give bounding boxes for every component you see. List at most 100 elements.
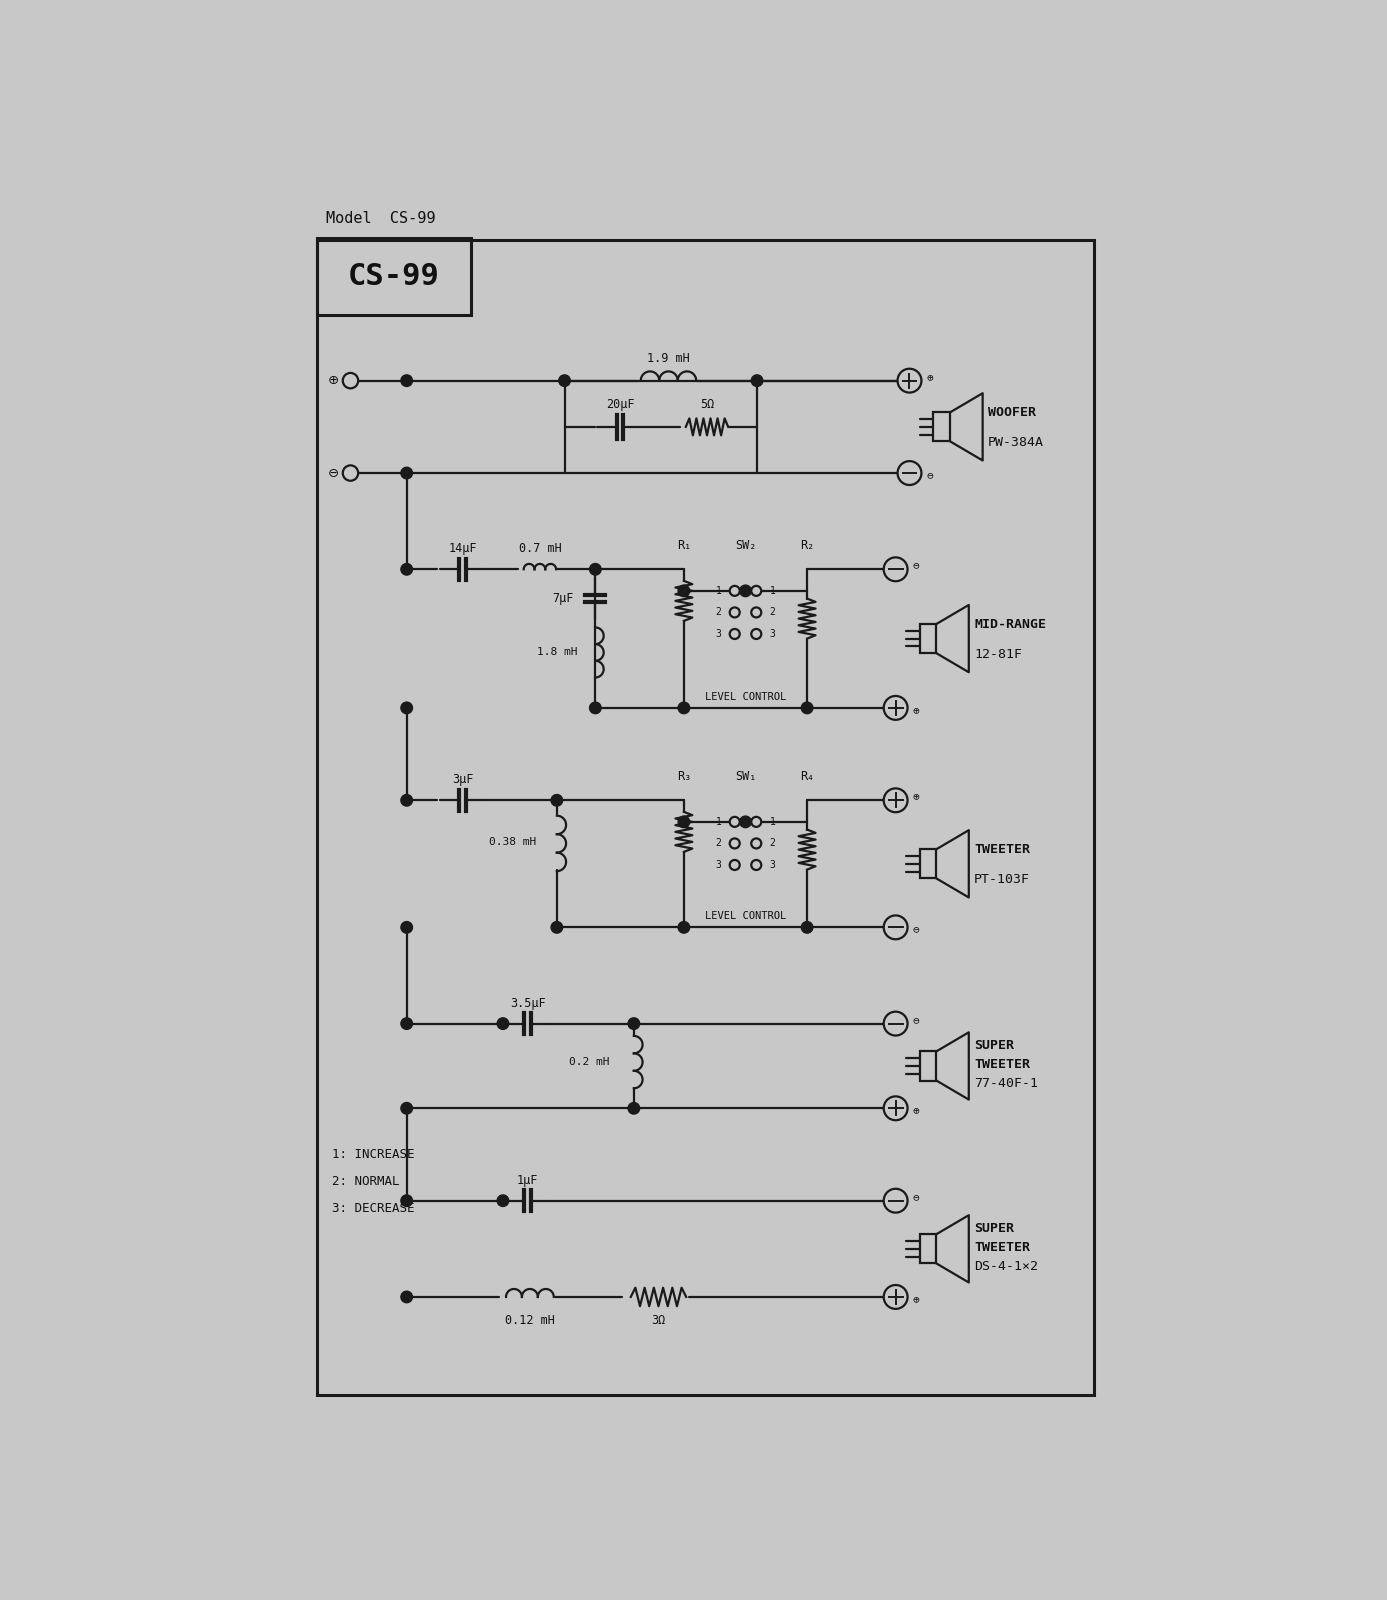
Circle shape [678,922,689,933]
Text: 1μF: 1μF [517,1174,538,1187]
Circle shape [401,922,412,933]
Circle shape [678,816,689,827]
Text: ⊕: ⊕ [927,371,933,382]
Bar [920,624,936,653]
Text: LEVEL CONTROL: LEVEL CONTROL [705,910,786,922]
Text: DS-4-1×2: DS-4-1×2 [974,1261,1039,1274]
Circle shape [401,374,412,387]
Text: CS-99: CS-99 [348,262,440,291]
Text: 77-40F-1: 77-40F-1 [974,1077,1039,1090]
Circle shape [752,629,761,638]
Circle shape [739,586,752,597]
Text: 0.12 mH: 0.12 mH [505,1314,555,1326]
Text: 1: 1 [716,586,721,595]
Text: ⊕: ⊕ [913,706,920,715]
Text: ⊖: ⊖ [913,1192,920,1202]
Circle shape [401,1102,412,1114]
Bar [920,850,936,878]
Text: 7μF: 7μF [552,592,574,605]
Text: 0.38 mH: 0.38 mH [488,837,535,846]
Bar [920,1234,936,1264]
Text: 1.8 mH: 1.8 mH [537,648,577,658]
Circle shape [589,702,601,714]
Circle shape [628,1018,639,1029]
Text: MID-RANGE: MID-RANGE [974,618,1046,632]
Text: 0.7 mH: 0.7 mH [519,542,562,555]
Circle shape [884,789,907,813]
Circle shape [497,1018,509,1029]
Circle shape [589,563,601,574]
Circle shape [884,915,907,939]
Bar [933,413,950,442]
Text: 3: 3 [716,859,721,870]
Text: 3: 3 [770,629,775,638]
Circle shape [401,1018,412,1029]
Circle shape [752,838,761,848]
Circle shape [739,816,752,827]
Circle shape [401,795,412,806]
Text: 3Ω: 3Ω [652,1314,666,1326]
Text: Model  CS-99: Model CS-99 [326,211,436,227]
Text: ⊖: ⊖ [927,470,933,480]
Circle shape [551,922,563,933]
Circle shape [884,1011,907,1035]
Text: ⊕: ⊕ [327,374,338,387]
Circle shape [897,368,921,392]
Text: SW₁: SW₁ [735,770,756,784]
Circle shape [884,557,907,581]
Text: 2: NORMAL: 2: NORMAL [331,1174,399,1187]
Circle shape [343,373,358,389]
Bar [920,1051,936,1080]
Text: TWEETER: TWEETER [974,1058,1031,1070]
Circle shape [752,374,763,387]
Text: 1: 1 [770,818,775,827]
Text: 2: 2 [716,838,721,848]
Text: 1.9 mH: 1.9 mH [648,352,689,365]
Text: 20μF: 20μF [606,398,634,411]
Text: ⊖: ⊖ [913,925,920,934]
Text: PW-384A: PW-384A [988,435,1044,448]
Text: 0.2 mH: 0.2 mH [569,1058,609,1067]
Circle shape [343,466,358,480]
Circle shape [730,818,739,827]
Circle shape [678,702,689,714]
Text: 3: DECREASE: 3: DECREASE [331,1202,415,1214]
Text: SUPER: SUPER [974,1221,1014,1235]
Text: 3μF: 3μF [452,773,473,787]
Circle shape [401,1195,412,1206]
Circle shape [897,461,921,485]
Text: 2: 2 [770,608,775,618]
Circle shape [884,1096,907,1120]
Circle shape [802,702,813,714]
Text: 2: 2 [716,608,721,618]
Text: R₄: R₄ [800,770,814,784]
Text: 3: 3 [716,629,721,638]
Text: PT-103F: PT-103F [974,872,1031,886]
Circle shape [497,1195,509,1206]
Text: SW₂: SW₂ [735,539,756,552]
Circle shape [752,818,761,827]
Circle shape [730,838,739,848]
Text: 1: INCREASE: 1: INCREASE [331,1149,415,1162]
Circle shape [401,702,412,714]
Text: R₂: R₂ [800,539,814,552]
Text: ⊖: ⊖ [327,467,338,480]
Text: ⊖: ⊖ [913,560,920,571]
Circle shape [401,563,412,574]
Text: R₃: R₃ [677,770,691,784]
Text: 2: 2 [770,838,775,848]
Text: 1: 1 [716,818,721,827]
Circle shape [559,374,570,387]
Text: WOOFER: WOOFER [988,406,1036,419]
Circle shape [730,586,739,595]
Text: 12-81F: 12-81F [974,648,1022,661]
Circle shape [678,586,689,597]
Text: 14μF: 14μF [448,542,477,555]
Circle shape [401,1291,412,1302]
Text: ⊕: ⊕ [913,1106,920,1115]
Text: SUPER: SUPER [974,1038,1014,1051]
Circle shape [730,629,739,638]
Text: 3.5μF: 3.5μF [510,997,545,1010]
Circle shape [730,608,739,618]
Circle shape [884,1285,907,1309]
